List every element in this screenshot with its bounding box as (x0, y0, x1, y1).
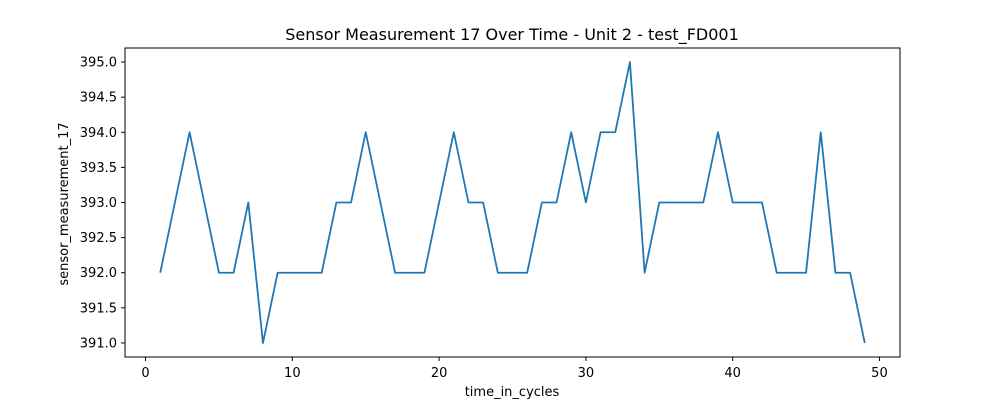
x-tick-label: 30 (578, 366, 595, 381)
chart-title: Sensor Measurement 17 Over Time - Unit 2… (285, 25, 739, 45)
y-tick-label: 392.0 (80, 266, 117, 281)
y-tick-label: 393.5 (80, 161, 117, 176)
x-axis: 0 10 20 30 40 50 (141, 357, 888, 381)
x-tick-label: 10 (284, 366, 301, 381)
y-axis: 391.0 391.5 392.0 392.5 393.0 393.5 394.0 394.5… (80, 56, 125, 351)
series-line-0 (159, 61, 866, 344)
x-tick-label: 0 (141, 366, 149, 381)
plot-frame (124, 47, 901, 358)
y-tick-label: 395.0 (80, 56, 117, 71)
x-axis-label: time_in_cycles (465, 385, 560, 400)
y-tick-label: 393.0 (80, 196, 117, 211)
y-tick-label: 391.5 (80, 301, 117, 316)
x-tick-label: 40 (724, 366, 741, 381)
y-tick-label: 392.5 (80, 231, 117, 246)
y-tick-label: 391.0 (80, 336, 117, 351)
y-axis-label: sensor_measurement_17 (57, 122, 72, 285)
y-tick-label: 394.0 (80, 126, 117, 141)
x-tick-label: 50 (871, 366, 888, 381)
y-tick-label: 394.5 (80, 91, 117, 106)
plot-area (159, 61, 866, 344)
x-tick-label: 20 (431, 366, 448, 381)
